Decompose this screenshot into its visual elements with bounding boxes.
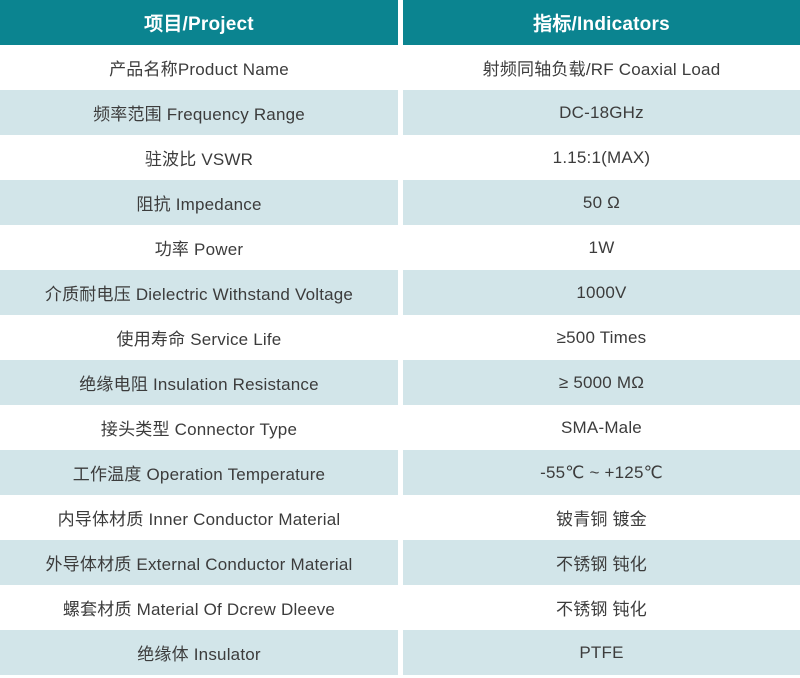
indicator-cell: DC-18GHz (403, 90, 800, 135)
table-row: 功率 Power 1W (0, 225, 800, 270)
table-row: 接头类型 Connector Type SMA-Male (0, 405, 800, 450)
indicator-cell: 不锈钢 钝化 (403, 585, 800, 630)
table-row: 频率范围 Frequency Range DC-18GHz (0, 90, 800, 135)
header-cell-project: 项目/Project (0, 0, 398, 45)
indicator-cell: -55℃ ~ +125℃ (403, 450, 800, 495)
indicator-cell: SMA-Male (403, 405, 800, 450)
column-divider (398, 180, 403, 225)
indicator-cell: 50 Ω (403, 180, 800, 225)
table-row: 使用寿命 Service Life ≥500 Times (0, 315, 800, 360)
project-cell: 频率范围 Frequency Range (0, 90, 398, 135)
project-cell: 介质耐电压 Dielectric Withstand Voltage (0, 270, 398, 315)
column-divider (398, 225, 403, 270)
header-cell-indicators: 指标/Indicators (403, 0, 800, 45)
column-divider (398, 360, 403, 405)
project-cell: 产品名称Product Name (0, 45, 398, 90)
column-divider (398, 135, 403, 180)
column-divider (398, 630, 403, 675)
column-divider (398, 270, 403, 315)
table-row: 内导体材质 Inner Conductor Material 铍青铜 镀金 (0, 495, 800, 540)
column-divider (398, 90, 403, 135)
project-cell: 阻抗 Impedance (0, 180, 398, 225)
indicator-cell: ≥ 5000 MΩ (403, 360, 800, 405)
column-divider (398, 0, 403, 45)
column-divider (398, 540, 403, 585)
project-cell: 绝缘体 Insulator (0, 630, 398, 675)
table-row: 绝缘电阻 Insulation Resistance ≥ 5000 MΩ (0, 360, 800, 405)
column-divider (398, 45, 403, 90)
project-cell: 使用寿命 Service Life (0, 315, 398, 360)
table-row: 螺套材质 Material Of Dcrew Dleeve 不锈钢 钝化 (0, 585, 800, 630)
project-cell: 绝缘电阻 Insulation Resistance (0, 360, 398, 405)
indicator-cell: 射频同轴负载/RF Coaxial Load (403, 45, 800, 90)
table-row: 介质耐电压 Dielectric Withstand Voltage 1000V (0, 270, 800, 315)
table-row: 外导体材质 External Conductor Material 不锈钢 钝化 (0, 540, 800, 585)
column-divider (398, 585, 403, 630)
indicator-cell: 1.15:1(MAX) (403, 135, 800, 180)
project-cell: 内导体材质 Inner Conductor Material (0, 495, 398, 540)
project-cell: 外导体材质 External Conductor Material (0, 540, 398, 585)
table-header-row: 项目/Project 指标/Indicators (0, 0, 800, 45)
table-row: 驻波比 VSWR 1.15:1(MAX) (0, 135, 800, 180)
indicator-cell: 铍青铜 镀金 (403, 495, 800, 540)
project-cell: 工作温度 Operation Temperature (0, 450, 398, 495)
project-cell: 螺套材质 Material Of Dcrew Dleeve (0, 585, 398, 630)
project-cell: 驻波比 VSWR (0, 135, 398, 180)
project-cell: 功率 Power (0, 225, 398, 270)
project-cell: 接头类型 Connector Type (0, 405, 398, 450)
column-divider (398, 495, 403, 540)
column-divider (398, 315, 403, 360)
indicator-cell: 1000V (403, 270, 800, 315)
table-row: 阻抗 Impedance 50 Ω (0, 180, 800, 225)
table-row: 产品名称Product Name 射频同轴负载/RF Coaxial Load (0, 45, 800, 90)
table-row: 工作温度 Operation Temperature -55℃ ~ +125℃ (0, 450, 800, 495)
column-divider (398, 450, 403, 495)
column-divider (398, 405, 403, 450)
indicator-cell: PTFE (403, 630, 800, 675)
indicator-cell: 不锈钢 钝化 (403, 540, 800, 585)
indicator-cell: ≥500 Times (403, 315, 800, 360)
table-row: 绝缘体 Insulator PTFE (0, 630, 800, 675)
indicator-cell: 1W (403, 225, 800, 270)
